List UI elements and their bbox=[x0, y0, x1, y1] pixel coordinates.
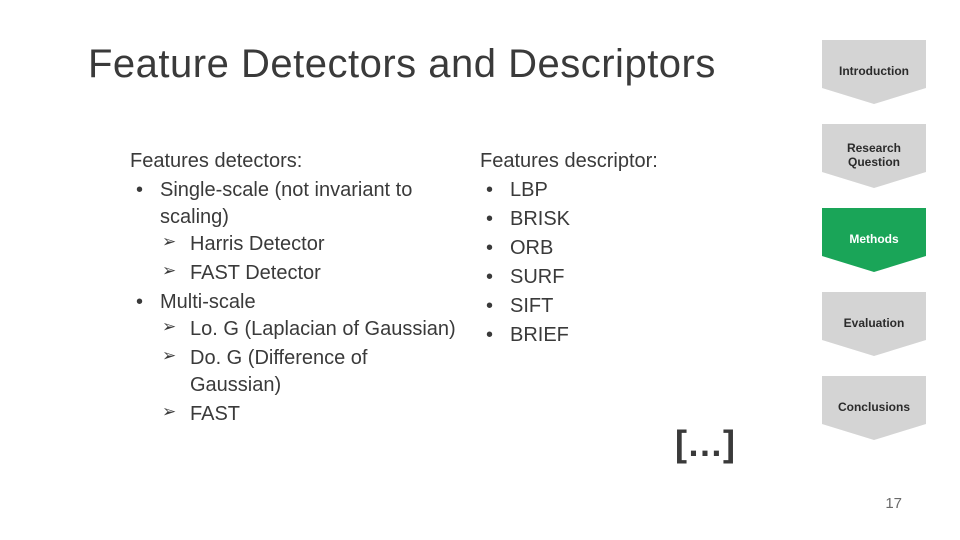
list-item: Multi-scale Lo. G (Laplacian of Gaussian… bbox=[130, 289, 460, 428]
sub-item: FAST bbox=[160, 401, 460, 428]
list-item: SURF bbox=[480, 264, 740, 291]
nav-item-evaluation[interactable]: Evaluation bbox=[822, 292, 926, 356]
descriptors-list: LBP BRISK ORB SURF SIFT BRIEF bbox=[480, 177, 740, 349]
list-item: Single-scale (not invariant to scaling) … bbox=[130, 177, 460, 287]
sublist: Harris Detector FAST Detector bbox=[160, 231, 460, 287]
sub-item: Harris Detector bbox=[160, 231, 460, 258]
slide: Feature Detectors and Descriptors Featur… bbox=[0, 0, 960, 540]
nav-item-methods[interactable]: Methods bbox=[822, 208, 926, 272]
sublist: Lo. G (Laplacian of Gaussian) Do. G (Dif… bbox=[160, 316, 460, 428]
list-item: BRISK bbox=[480, 206, 740, 233]
slide-title: Feature Detectors and Descriptors bbox=[88, 42, 716, 87]
list-item: ORB bbox=[480, 235, 740, 262]
sub-item: Lo. G (Laplacian of Gaussian) bbox=[160, 316, 460, 343]
detectors-heading: Features detectors: bbox=[130, 148, 460, 175]
sub-item: FAST Detector bbox=[160, 260, 460, 287]
section-nav: Introduction Research Question Methods E… bbox=[822, 40, 926, 460]
nav-label: Introduction bbox=[839, 65, 909, 79]
nav-item-research-question[interactable]: Research Question bbox=[822, 124, 926, 188]
nav-label: Methods bbox=[849, 233, 898, 247]
nav-item-conclusions[interactable]: Conclusions bbox=[822, 376, 926, 440]
nav-label: Conclusions bbox=[838, 401, 910, 415]
list-item: LBP bbox=[480, 177, 740, 204]
descriptors-column: Features descriptor: LBP BRISK ORB SURF … bbox=[480, 148, 740, 351]
detectors-list: Single-scale (not invariant to scaling) … bbox=[130, 177, 460, 428]
nav-item-introduction[interactable]: Introduction bbox=[822, 40, 926, 104]
item-label: Single-scale (not invariant to scaling) bbox=[160, 179, 412, 228]
descriptors-heading: Features descriptor: bbox=[480, 148, 740, 175]
detectors-column: Features detectors: Single-scale (not in… bbox=[130, 148, 460, 430]
page-number: 17 bbox=[885, 495, 902, 512]
list-item: BRIEF bbox=[480, 322, 740, 349]
ellipsis-marker: […] bbox=[675, 423, 735, 465]
item-label: Multi-scale bbox=[160, 291, 256, 313]
nav-label: Research Question bbox=[828, 142, 920, 170]
nav-label: Evaluation bbox=[844, 317, 905, 331]
sub-item: Do. G (Difference of Gaussian) bbox=[160, 345, 460, 399]
list-item: SIFT bbox=[480, 293, 740, 320]
